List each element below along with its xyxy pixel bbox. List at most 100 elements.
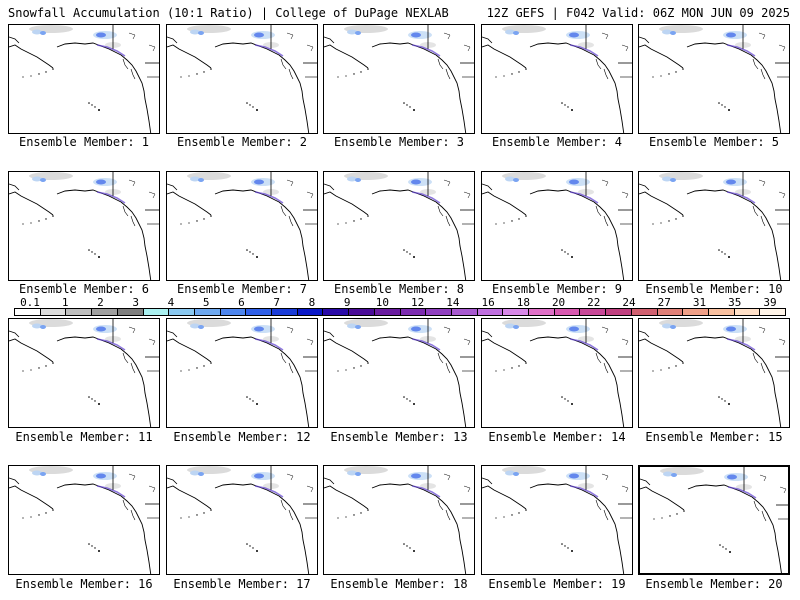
- ensemble-map-panel[interactable]: [481, 465, 633, 575]
- map-image: [9, 319, 159, 427]
- ensemble-map-panel[interactable]: [8, 24, 160, 134]
- legend-tick-label: 14: [446, 296, 460, 309]
- legend-swatch: [297, 309, 324, 315]
- legend-tick-label: 18: [516, 296, 530, 309]
- legend-swatch: [734, 309, 761, 315]
- legend-tick-label: 2: [97, 296, 104, 309]
- map-image: [482, 25, 632, 133]
- ensemble-map-panel[interactable]: [323, 171, 475, 281]
- legend-tick-label: 3: [132, 296, 140, 309]
- legend-tick-label: 10: [375, 296, 389, 309]
- ensemble-member-label: Ensemble Member: 10: [645, 282, 783, 296]
- legend-tick-label: 8: [308, 296, 316, 309]
- legend-tick-label: 4: [167, 296, 175, 309]
- legend-swatch: [194, 309, 221, 315]
- ensemble-member-label: Ensemble Member: 17: [173, 577, 311, 591]
- ensemble-member-label: Ensemble Member: 13: [330, 430, 468, 444]
- ensemble-member-label: Ensemble Member: 11: [15, 430, 153, 444]
- map-image: [639, 319, 789, 427]
- legend-swatch: [554, 309, 581, 315]
- ensemble-map-panel[interactable]: [323, 465, 475, 575]
- legend-swatch: [40, 309, 67, 315]
- legend-tick-label: 7: [273, 296, 280, 309]
- map-title: Snowfall Accumulation (10:1 Ratio) | Col…: [8, 6, 449, 20]
- legend-swatch: [220, 309, 247, 315]
- map-image: [9, 25, 159, 133]
- legend-tick-label: 39: [763, 296, 777, 309]
- legend-swatch: [606, 309, 632, 315]
- ensemble-member-label: Ensemble Member: 8: [333, 282, 465, 296]
- map-image: [324, 172, 474, 280]
- ensemble-member-label: Ensemble Member: 1: [18, 135, 150, 149]
- ensemble-map-panel[interactable]: [481, 171, 633, 281]
- ensemble-member-label: Ensemble Member: 7: [176, 282, 308, 296]
- ensemble-member-label: Ensemble Member: 12: [173, 430, 311, 444]
- map-image: [482, 466, 632, 574]
- legend-tick-label: 9: [343, 296, 351, 309]
- legend-swatch: [246, 309, 273, 315]
- legend-swatch: [477, 309, 504, 315]
- ensemble-member-label: Ensemble Member: 14: [488, 430, 626, 444]
- legend-swatch: [657, 309, 684, 315]
- ensemble-map-panel[interactable]: [166, 465, 318, 575]
- legend-swatch: [169, 309, 195, 315]
- ensemble-member-label: Ensemble Member: 18: [330, 577, 468, 591]
- ensemble-map-panel[interactable]: [638, 318, 790, 428]
- legend-swatch: [272, 309, 298, 315]
- map-image: [167, 25, 317, 133]
- legend-swatch: [66, 309, 93, 315]
- legend-tick-label: 0.1: [20, 296, 40, 309]
- ensemble-member-label: Ensemble Member: 5: [648, 135, 780, 149]
- legend-swatch: [374, 309, 401, 315]
- ensemble-map-panel[interactable]: [166, 318, 318, 428]
- legend-tick-label: 1: [61, 296, 69, 309]
- ensemble-map-panel[interactable]: [166, 24, 318, 134]
- ensemble-map-panel[interactable]: [166, 171, 318, 281]
- legend-swatch: [708, 309, 735, 315]
- map-image: [639, 172, 789, 280]
- legend-swatch: [631, 309, 658, 315]
- run-info: 12Z GEFS | F042 Valid: 06Z MON JUN 09 20…: [486, 6, 790, 20]
- legend-swatch: [503, 309, 530, 315]
- legend-swatch: [92, 309, 118, 315]
- ensemble-member-label: Ensemble Member: 6: [18, 282, 150, 296]
- ensemble-member-label: Ensemble Member: 16: [15, 577, 153, 591]
- legend-swatch: [426, 309, 452, 315]
- map-image: [482, 172, 632, 280]
- ensemble-map-panel[interactable]: [638, 24, 790, 134]
- ensemble-map-panel[interactable]: [481, 318, 633, 428]
- legend-swatch: [529, 309, 555, 315]
- map-image: [167, 319, 317, 427]
- legend-colorbar: [14, 308, 786, 316]
- ensemble-member-label: Ensemble Member: 19: [488, 577, 626, 591]
- ensemble-map-panel[interactable]: [8, 318, 160, 428]
- legend-tick-label: 35: [728, 296, 742, 309]
- legend-swatch: [683, 309, 709, 315]
- map-image: [640, 467, 788, 573]
- legend-swatch: [349, 309, 375, 315]
- legend-swatch: [143, 309, 170, 315]
- ensemble-map-panel[interactable]: [481, 24, 633, 134]
- map-image: [9, 172, 159, 280]
- ensemble-map-panel[interactable]: [323, 318, 475, 428]
- legend-swatch: [15, 309, 41, 315]
- map-image: [639, 25, 789, 133]
- ensemble-map-panel[interactable]: [323, 24, 475, 134]
- map-image: [167, 172, 317, 280]
- legend-tick-label: 31: [692, 296, 707, 309]
- ensemble-member-label: Ensemble Member: 20: [645, 577, 783, 591]
- legend-tick-label: 22: [587, 296, 601, 309]
- legend-swatch: [117, 309, 144, 315]
- map-image: [324, 466, 474, 574]
- ensemble-map-panel[interactable]: [638, 465, 790, 575]
- map-image: [167, 466, 317, 574]
- ensemble-map-panel[interactable]: [638, 171, 790, 281]
- legend-swatch: [451, 309, 478, 315]
- map-image: [324, 25, 474, 133]
- legend-tick-label: 12: [410, 296, 425, 309]
- ensemble-map-panel[interactable]: [8, 465, 160, 575]
- ensemble-member-label: Ensemble Member: 3: [333, 135, 465, 149]
- ensemble-map-panel[interactable]: [8, 171, 160, 281]
- ensemble-member-label: Ensemble Member: 9: [491, 282, 623, 296]
- legend-tick-label: 27: [657, 296, 671, 309]
